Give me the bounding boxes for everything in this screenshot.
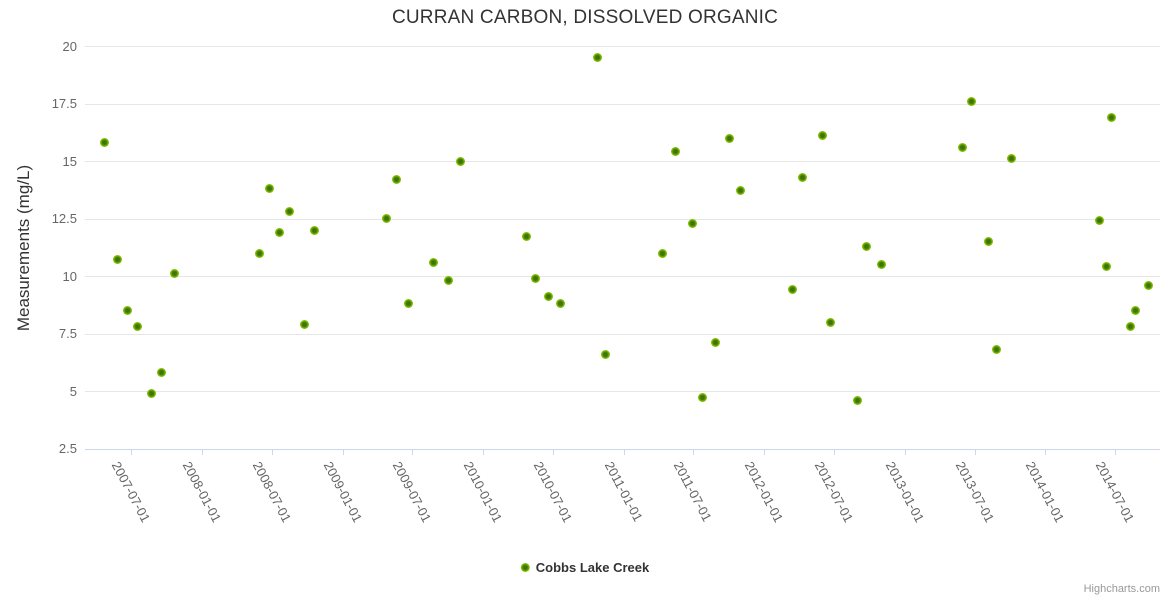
data-point[interactable] — [826, 317, 836, 327]
y-axis-tick-label: 15 — [62, 153, 77, 169]
data-point[interactable] — [670, 147, 680, 157]
data-point[interactable] — [255, 248, 265, 258]
data-point[interactable] — [309, 225, 319, 235]
data-point[interactable] — [428, 257, 438, 267]
y-gridline — [85, 333, 1160, 335]
data-point[interactable] — [991, 345, 1001, 355]
data-point[interactable] — [724, 133, 734, 143]
y-axis-tick-label: 2.5 — [58, 441, 77, 456]
data-point[interactable] — [382, 214, 392, 223]
data-point[interactable] — [1102, 262, 1112, 272]
y-axis-title: Measurements (mg/L) — [14, 164, 33, 332]
data-point[interactable] — [555, 299, 565, 309]
legend-marker-icon — [520, 563, 530, 572]
x-axis-tick-mark — [483, 448, 485, 455]
x-axis-tick-mark — [904, 448, 906, 455]
data-point[interactable] — [455, 156, 465, 166]
data-point[interactable] — [156, 368, 166, 378]
data-point[interactable] — [299, 319, 309, 329]
x-axis-tick-mark — [834, 448, 836, 455]
data-point[interactable] — [443, 276, 453, 286]
y-gridline — [85, 391, 1160, 392]
data-point[interactable] — [1007, 154, 1017, 164]
data-point[interactable] — [877, 260, 887, 269]
data-point[interactable] — [112, 255, 122, 265]
data-point[interactable] — [657, 248, 667, 258]
data-point[interactable] — [983, 237, 993, 246]
y-gridline — [85, 276, 1160, 277]
y-gridline — [85, 46, 1160, 47]
x-axis-tick-mark — [1045, 448, 1047, 455]
data-point[interactable] — [146, 388, 156, 398]
data-point[interactable] — [698, 393, 708, 403]
y-axis-tick-label: 12.5 — [51, 211, 77, 226]
x-axis-tick-mark — [271, 448, 273, 455]
data-point[interactable] — [1125, 322, 1135, 332]
x-axis-tick-mark — [1115, 448, 1116, 455]
data-point[interactable] — [133, 322, 143, 332]
data-point[interactable] — [1106, 112, 1116, 122]
y-gridline — [85, 161, 1160, 162]
data-point[interactable] — [593, 53, 603, 62]
x-axis-line — [85, 448, 1160, 450]
data-point[interactable] — [99, 138, 109, 148]
data-point[interactable] — [544, 292, 554, 302]
data-point[interactable] — [818, 131, 828, 141]
x-axis-tick-mark — [552, 448, 554, 455]
data-point[interactable] — [285, 207, 295, 217]
legend-item[interactable]: Cobbs Lake Creek — [520, 560, 650, 575]
x-axis-tick-mark — [342, 448, 344, 455]
y-axis-tick-label: 5 — [69, 383, 77, 399]
data-point[interactable] — [861, 241, 871, 251]
data-point[interactable] — [1095, 216, 1105, 226]
y-gridline — [85, 103, 1160, 105]
data-point[interactable] — [170, 269, 180, 279]
y-axis-tick-label: 17.5 — [51, 96, 77, 111]
data-point[interactable] — [711, 338, 721, 348]
x-axis-tick-mark — [412, 448, 414, 455]
data-point[interactable] — [853, 395, 863, 405]
legend-series-label: Cobbs Lake Creek — [535, 560, 650, 575]
y-axis-tick-label: 7.5 — [58, 326, 77, 341]
y-axis-tick-label: 20 — [62, 38, 77, 54]
data-point[interactable] — [1131, 306, 1141, 315]
data-point[interactable] — [522, 232, 532, 242]
data-point[interactable] — [600, 349, 610, 359]
y-gridline — [85, 218, 1160, 220]
chart-title: CURRAN CARBON, DISSOLVED ORGANIC — [391, 7, 779, 28]
x-axis-tick-mark — [201, 448, 203, 455]
data-point[interactable] — [275, 227, 285, 237]
data-point[interactable] — [788, 285, 798, 295]
data-point[interactable] — [264, 184, 274, 194]
data-point[interactable] — [1144, 280, 1154, 290]
data-point[interactable] — [531, 273, 541, 283]
data-point[interactable] — [391, 174, 401, 184]
x-axis-tick-mark — [974, 448, 976, 455]
data-point[interactable] — [735, 186, 745, 196]
data-point[interactable] — [958, 142, 968, 152]
x-axis-tick-mark — [693, 448, 695, 455]
highcharts-credit-link[interactable]: Highcharts.com — [1083, 583, 1160, 595]
y-axis-tick-label: 10 — [62, 268, 77, 284]
data-point[interactable] — [403, 299, 413, 309]
x-axis-tick-mark — [623, 448, 625, 455]
x-axis-tick-mark — [131, 448, 132, 455]
data-point[interactable] — [122, 306, 132, 315]
data-point[interactable] — [798, 172, 808, 182]
x-axis-tick-mark — [764, 448, 766, 455]
data-point[interactable] — [967, 96, 977, 106]
data-point[interactable] — [687, 218, 697, 228]
